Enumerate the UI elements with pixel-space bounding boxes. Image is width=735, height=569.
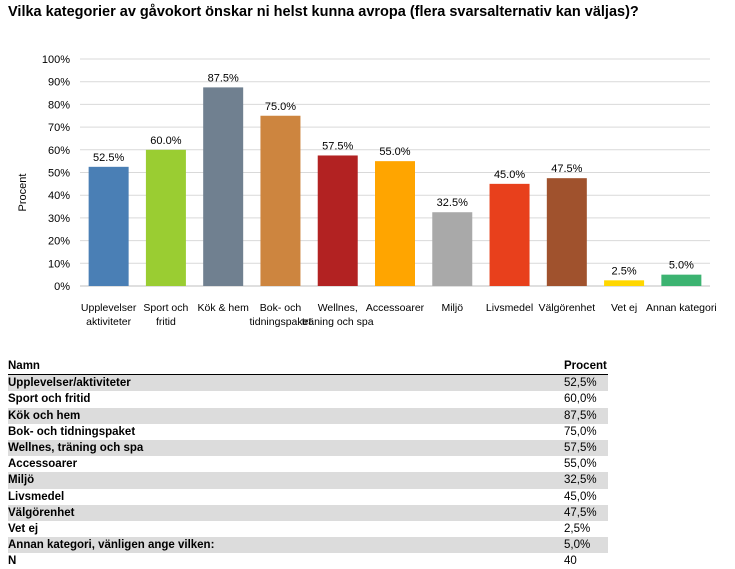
row-name: Vet ej [8,522,39,535]
bars [88,87,702,286]
y-tick-label: 20% [48,236,70,248]
row-name: Livsmedel [8,490,65,503]
y-axis-label: Procent [17,174,29,212]
table-row: Vet ej 2,5% [8,521,608,537]
table-header-row: Namn Procent [8,358,608,376]
value-label: 75.0% [265,101,296,113]
row-percent: 2,5% [564,522,591,535]
row-name: Välgörenhet [8,504,564,521]
row-percent: 32,5% [564,472,608,489]
x-tick-label: Välgörenhet [538,302,595,314]
value-label: 5.0% [669,260,694,272]
row-percent: 57,5% [564,439,608,457]
row-name: Sport och fritid [8,393,91,406]
table-row: Bok- och tidningspaket 75,0% [8,424,608,440]
row-name: N [8,555,17,568]
y-tick-label: 80% [48,99,70,111]
row-percent: 87,5% [564,407,608,424]
x-tick-label: Bok- och tidningspaket [250,302,312,328]
bar [260,115,301,286]
y-tick-label: 60% [48,145,70,157]
row-name: Annan kategori, vänligen ange vilken: [8,537,564,554]
table-row: N 40 [8,553,608,569]
bar [203,87,244,286]
row-percent: 52,5% [564,374,608,392]
row-percent: 5,0% [564,537,608,554]
x-tick-label: Kök & hem [198,302,250,314]
y-axis-ticks: 0% 10% 20% 30% 40% 50% 60% 70% 80% 90% 100% [42,54,70,293]
table-row: Wellnes, träning och spa 57,5% [8,439,608,457]
table-row: Annan kategori, vänligen ange vilken: 5,0… [8,537,608,554]
y-tick-label: 70% [48,122,70,134]
table-header-cell: Namn [8,358,564,376]
chart-title: Vilka kategorier av gåvokort önskar ni h… [8,4,639,20]
row-percent: 47,5% [564,504,608,521]
y-tick-label: 0% [54,281,70,293]
value-label: 60.0% [150,135,181,147]
bar [317,155,358,286]
value-labels: 52.5% 60.0% 87.5% 75.0% 57.5% 55.0% 32.5% 45.0%… [93,72,694,277]
row-name: Bok- och tidningspaket [8,425,136,438]
table-row: Upplevelser/aktiviteter 52,5% [8,374,608,392]
value-label: 47.5% [551,163,582,175]
row-name: Accessoarer [8,458,78,471]
y-tick-label: 50% [48,168,70,180]
x-tick-label: Accessoarer [366,302,425,314]
bar [604,280,645,286]
table-header-cell: Procent [564,358,608,376]
results-table: Namn Procent Upplevelser/aktiviteter 52,5% S… [8,358,608,569]
table-row: Accessoarer 55,0% [8,456,608,472]
value-label: 2.5% [612,265,637,277]
bar [88,166,129,286]
value-label: 87.5% [208,72,239,84]
value-label: 52.5% [93,152,124,164]
x-tick-label: Miljö [441,302,463,314]
table-row: Sport och fritid 60,0% [8,391,608,407]
bar [432,212,473,286]
bar [489,183,530,286]
y-tick-label: 10% [48,258,70,270]
bar [661,274,702,286]
row-percent: 75,0% [564,425,597,438]
value-label: 55.0% [379,146,410,158]
y-tick-label: 30% [48,213,70,225]
row-name: Miljö [8,472,564,489]
bar-chart: 0% 10% 20% 30% 40% 50% 60% 70% 80% 90% 100% Procen… [17,54,717,328]
row-percent: 60,0% [564,393,597,406]
table-row: Miljö 32,5% [8,472,608,489]
x-tick-label: Livsmedel [486,302,533,314]
x-tick-label: Upplevelser aktiviteter [81,302,137,328]
x-tick-label: Vet ej [611,302,637,314]
row-name: Kök och hem [8,407,564,424]
bar [145,149,186,286]
value-label: 57.5% [322,140,353,152]
y-tick-label: 100% [42,54,70,66]
row-name: Upplevelser/aktiviteter [8,374,564,392]
row-percent: 45,0% [564,490,597,503]
row-percent: 55,0% [564,458,597,471]
x-tick-label: Sport och fritid [143,302,188,328]
value-label: 32.5% [437,197,468,209]
table-row: Välgörenhet 47,5% [8,504,608,521]
bar [546,178,587,286]
table-row: Kök och hem 87,5% [8,407,608,424]
row-percent: 40 [564,555,577,568]
x-tick-label: Annan kategori [646,302,717,314]
y-tick-label: 40% [48,190,70,202]
table-row: Livsmedel 45,0% [8,489,608,505]
x-tick-label: Wellnes, träning och spa [302,302,374,328]
value-label: 45.0% [494,169,525,181]
bar [375,161,415,286]
row-name: Wellnes, träning och spa [8,439,564,457]
y-tick-label: 90% [48,77,70,89]
